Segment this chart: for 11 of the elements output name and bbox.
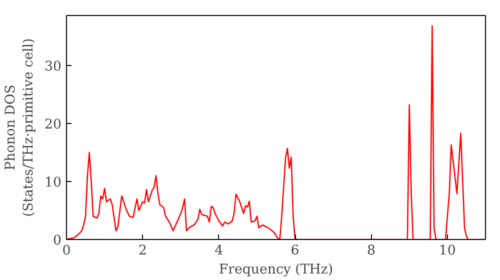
y-axis-title: Phonon DOS (States/THz·primitive cell) <box>4 38 37 217</box>
x-tick-label: 10 <box>438 244 456 258</box>
y-tick-label: 0 <box>53 234 62 248</box>
y-tick-label: 10 <box>44 175 62 190</box>
x-tick-label: 2 <box>138 244 147 258</box>
x-axis-title: Frequency (THz) <box>218 262 334 278</box>
x-tick-label: 4 <box>214 244 224 258</box>
x-tick-label: 8 <box>366 244 376 258</box>
y-tick-label: 30 <box>44 59 62 74</box>
y-tick-label: 20 <box>44 117 62 132</box>
x-tick-label: 6 <box>290 244 300 258</box>
